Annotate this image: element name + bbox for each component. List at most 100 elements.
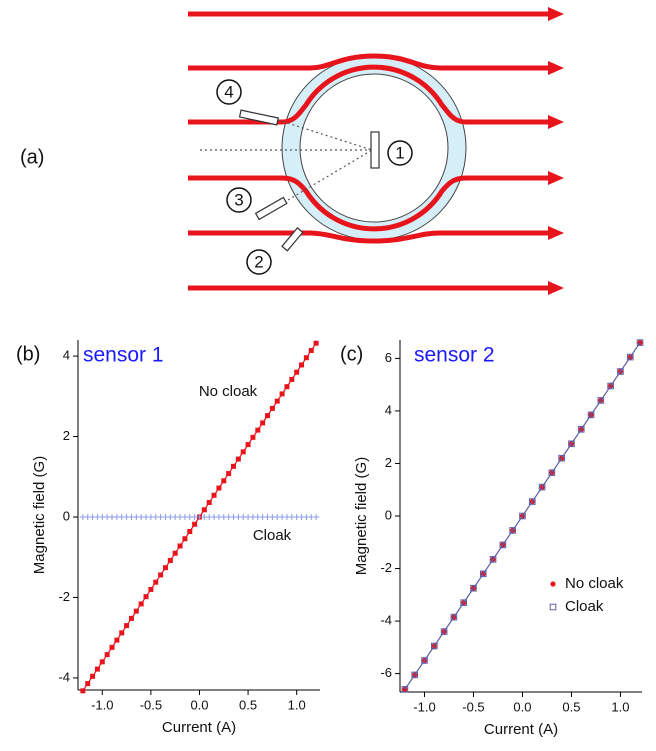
arrowhead: [548, 7, 564, 21]
sensor-label: 4: [224, 82, 233, 101]
y-tick-label: -6: [380, 665, 392, 680]
marker: [509, 527, 516, 534]
sensor-badges: [216, 79, 413, 275]
sensor-label: 2: [254, 252, 263, 271]
series-label: Cloak: [253, 527, 292, 544]
marker: [216, 485, 222, 491]
sensor: [370, 131, 380, 169]
marker: [250, 434, 256, 440]
marker: [308, 347, 314, 353]
marker: [90, 673, 96, 679]
y-tick-label: 2: [63, 428, 70, 443]
marker: [235, 456, 241, 462]
marker: [143, 594, 149, 600]
x-tick-label: 0.5: [562, 699, 580, 714]
y-tick-label: -2: [380, 560, 392, 575]
marker: [211, 492, 217, 498]
marker: [172, 550, 178, 556]
marker: [119, 630, 125, 636]
x-tick-label: -1.0: [413, 699, 435, 714]
marker: [587, 411, 595, 419]
badge: [216, 79, 242, 105]
marker: [104, 652, 110, 658]
y-axis-label: Magnetic field (G): [31, 456, 48, 574]
chart-title: sensor 2: [414, 344, 495, 367]
sensor-label: 1: [395, 143, 404, 162]
y-tick-label: -4: [58, 669, 70, 684]
marker: [440, 628, 448, 635]
y-tick-label: 0: [63, 508, 70, 523]
marker: [260, 420, 266, 426]
marker: [138, 601, 144, 607]
marker: [99, 659, 105, 665]
marker: [479, 570, 487, 578]
marker: [114, 637, 120, 643]
marker: [411, 671, 418, 679]
field-line: [188, 53, 552, 71]
badge: [387, 140, 413, 166]
panel-label: (b): [16, 343, 40, 365]
marker: [162, 565, 168, 571]
arrowhead: [548, 226, 564, 240]
marker: [636, 339, 644, 346]
marker: [177, 543, 183, 549]
marker: [148, 586, 154, 592]
sensor: [254, 196, 288, 221]
panel-label: (c): [340, 343, 363, 365]
x-tick-label: 1.0: [611, 699, 629, 714]
field-line: [188, 230, 552, 244]
marker: [182, 536, 188, 542]
sensor: [281, 227, 304, 252]
marker: [538, 483, 546, 491]
x-tick-label: 0.0: [513, 699, 531, 714]
marker: [265, 413, 271, 419]
marker: [289, 376, 295, 382]
arrowhead: [548, 115, 564, 129]
marker: [617, 368, 624, 375]
marker: [206, 500, 212, 506]
marker: [192, 521, 198, 527]
marker: [80, 688, 86, 694]
marker: [153, 579, 159, 585]
field-line: [188, 64, 552, 125]
marker: [299, 362, 305, 368]
x-tick-label: -0.5: [140, 697, 162, 712]
x-tick-label: -0.5: [462, 699, 484, 714]
legend-marker: [550, 581, 556, 587]
marker: [85, 681, 91, 687]
legend-text: No cloak: [565, 575, 624, 592]
legend-text: Cloak: [565, 598, 604, 615]
marker: [313, 340, 319, 346]
marker: [401, 686, 409, 693]
field-lines: [188, 11, 552, 291]
arrowhead: [548, 61, 564, 75]
sensor: [238, 109, 279, 126]
diagram: 1 2 3 4: [188, 7, 564, 295]
marker: [133, 608, 139, 614]
marker: [450, 613, 458, 621]
marker: [284, 384, 290, 390]
y-tick-label: 6: [385, 350, 392, 365]
y-tick-label: -2: [58, 589, 70, 604]
marker: [626, 353, 634, 361]
marker: [558, 454, 565, 462]
legend-marker: [549, 603, 557, 611]
marker: [269, 405, 275, 411]
chart: -1.0 -0.5 0.0 0.5 1.0 -6 -4 -2 0 2 4 6 Current (A) Ma…: [353, 339, 644, 738]
marker: [499, 541, 507, 549]
series-label: No cloak: [199, 383, 258, 400]
badge: [226, 187, 252, 213]
sight-line: [287, 149, 373, 201]
y-tick-label: 0: [385, 507, 392, 522]
marker: [240, 449, 246, 455]
marker: [460, 599, 467, 606]
marker: [577, 426, 585, 433]
marker: [303, 355, 309, 361]
marker: [231, 463, 237, 469]
y-tick-label: 4: [63, 348, 70, 363]
y-tick-label: -4: [380, 613, 392, 628]
marker: [128, 615, 134, 621]
marker: [470, 584, 477, 592]
marker: [124, 623, 130, 629]
marker: [607, 382, 614, 390]
